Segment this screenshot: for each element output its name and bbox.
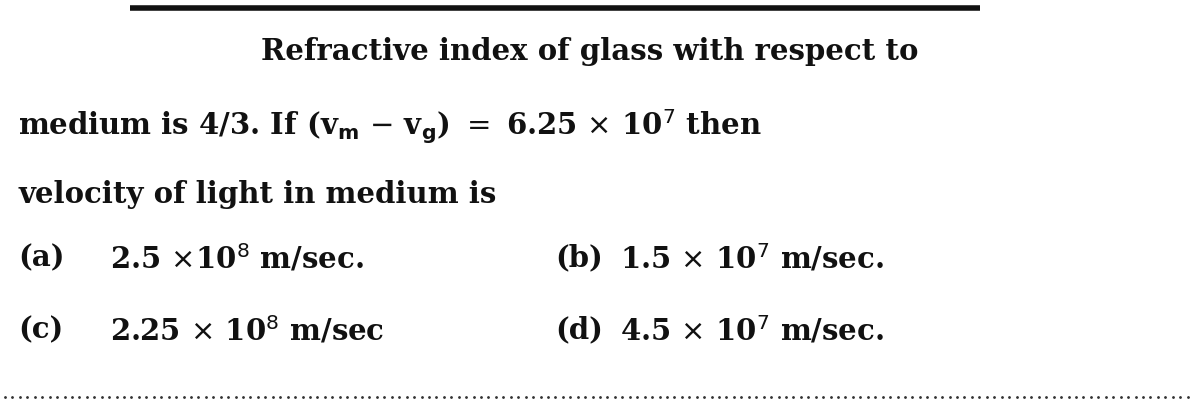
Text: (c): (c) bbox=[18, 315, 64, 344]
Text: 4.5 $\times$ 10$^7$ m/sec.: 4.5 $\times$ 10$^7$ m/sec. bbox=[620, 315, 884, 347]
Text: 2.25 $\times$ 10$^8$ m/sec: 2.25 $\times$ 10$^8$ m/sec bbox=[110, 315, 384, 347]
Text: velocity of light in medium is: velocity of light in medium is bbox=[18, 180, 497, 209]
Text: (d): (d) bbox=[554, 315, 602, 344]
Text: (b): (b) bbox=[554, 243, 602, 272]
Text: 1.5 $\times$ 10$^7$ m/sec.: 1.5 $\times$ 10$^7$ m/sec. bbox=[620, 243, 884, 275]
Text: medium is 4/3. If (v$_\mathbf{m}$ $-$ v$_\mathbf{g}$) $=$ 6.25 $\times$ 10$^7$ t: medium is 4/3. If (v$_\mathbf{m}$ $-$ v$… bbox=[18, 107, 762, 145]
Text: (a): (a) bbox=[18, 243, 65, 272]
Text: Refractive index of glass with respect to: Refractive index of glass with respect t… bbox=[262, 37, 919, 66]
Text: 2.5 $\times$10$^8$ m/sec.: 2.5 $\times$10$^8$ m/sec. bbox=[110, 243, 364, 275]
